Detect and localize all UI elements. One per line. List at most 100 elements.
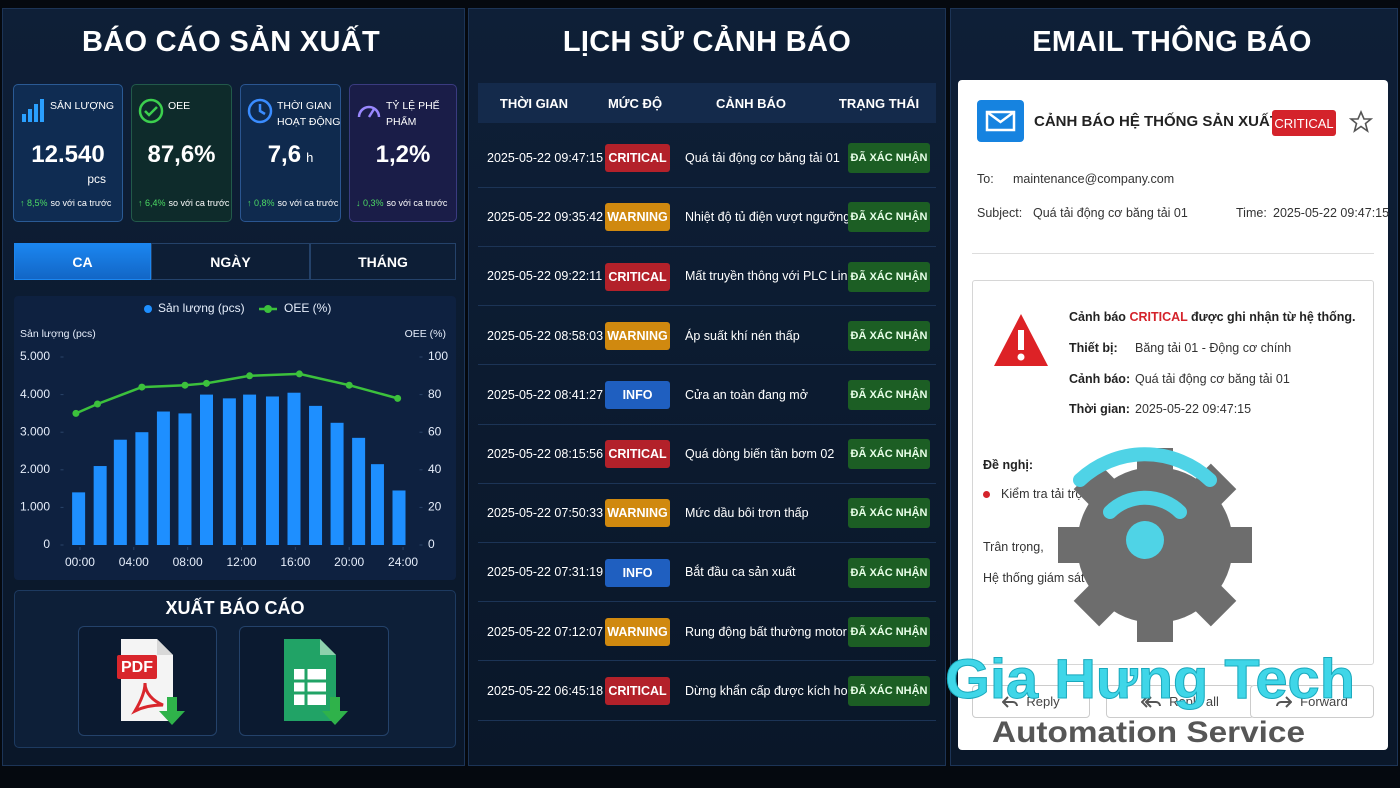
reply-all-icon xyxy=(1141,695,1162,708)
field-label: Thiết bị: xyxy=(1069,341,1118,355)
envelope-flap xyxy=(986,110,1015,124)
alert-message: Quá tải động cơ băng tải 01 xyxy=(685,151,840,166)
alert-time: 2025-05-22 09:35:42 xyxy=(487,210,604,225)
forward-button[interactable]: Forward xyxy=(1250,685,1374,718)
icon-shape xyxy=(357,105,381,118)
alert-status: ĐÃ XÁC NHẬN xyxy=(848,498,930,529)
wifi xyxy=(1073,447,1217,519)
tagline: Automation Service xyxy=(992,716,1305,749)
y2-tick-label: 20 xyxy=(428,500,442,514)
bar xyxy=(287,392,301,545)
kpi-value-row: 7,6 h xyxy=(241,141,340,169)
x-tick-label: 00:00 xyxy=(65,555,95,569)
watermark: Gia Hưng Tech Automation Service xyxy=(945,447,1356,749)
row-divider xyxy=(478,245,936,247)
alert-message: Mức dầu bôi trơn thấp xyxy=(685,506,809,521)
kpi-card: THỜI GIAN HOẠT ĐỘNG 7,6 h ↑ 0,8% so với ca t… xyxy=(240,84,341,222)
icon-shape xyxy=(28,109,32,122)
y2-tick-label: 0 xyxy=(428,537,435,551)
kpi-icon xyxy=(247,98,273,124)
arrow xyxy=(1002,695,1019,708)
kpi-card: SẢN LƯỢNG 12.540 pcs ↑ 8,5% so với ca trước xyxy=(13,84,123,222)
kpi-change: ↓ 0,3% so với ca trước xyxy=(356,198,447,208)
bar xyxy=(330,422,344,545)
intro-level: CRITICAL xyxy=(1129,310,1188,324)
star xyxy=(1349,110,1373,133)
row-divider xyxy=(478,601,936,603)
y2-tick-label: 100 xyxy=(428,349,448,363)
row-divider xyxy=(478,305,936,307)
kpi-change: ↑ 6,4% so với ca trước xyxy=(138,198,229,208)
period-tab[interactable]: NGÀY xyxy=(151,243,310,280)
kpi-icon xyxy=(138,98,164,124)
alert-status: ĐÃ XÁC NHẬN xyxy=(848,439,930,470)
bar xyxy=(392,490,406,545)
bullet xyxy=(983,491,990,498)
reply-icon xyxy=(1002,695,1019,708)
y-tick-label: 0 xyxy=(43,537,50,551)
page-fold xyxy=(157,639,173,655)
reply-button[interactable]: Reply xyxy=(972,685,1090,718)
icon-shape xyxy=(258,104,266,116)
kpi-change-note: so với ca trước xyxy=(168,198,230,208)
column-header: TRẠNG THÁI xyxy=(838,95,920,111)
alert-time: 2025-05-22 07:50:33 xyxy=(487,506,604,521)
gear-tooth xyxy=(1137,612,1173,642)
time: 2025-05-22 09:47:15 xyxy=(1273,206,1390,220)
field-label: Cảnh báo: xyxy=(1069,372,1131,386)
line-point xyxy=(72,409,80,417)
alert-level: CRITICAL xyxy=(605,144,670,173)
alert-time: 2025-05-22 09:22:11 xyxy=(487,269,603,284)
row-divider xyxy=(478,482,936,484)
export-excel-button[interactable] xyxy=(239,626,389,736)
alert-status: ĐÃ XÁC NHẬN xyxy=(848,261,930,292)
pdf-icon: PDF xyxy=(117,639,185,725)
legend-swatch xyxy=(264,305,272,313)
alert-time: 2025-05-22 06:45:18 xyxy=(487,683,604,698)
alert-time: 2025-05-22 08:41:27 xyxy=(487,387,604,402)
page-fold xyxy=(320,639,336,655)
export-pdf-button[interactable]: PDF xyxy=(78,626,217,736)
severity-badge: CRITICAL xyxy=(1272,110,1336,136)
button-label: Forward xyxy=(1300,694,1348,709)
bar xyxy=(370,464,384,545)
line-point xyxy=(93,400,101,408)
warning-dot xyxy=(1017,353,1025,361)
envelope xyxy=(985,110,1016,132)
kpi-label: TỶ LỆ PHẾ PHẨM xyxy=(386,100,440,128)
time-label: Time: xyxy=(1236,206,1267,220)
pdf-label: PDF xyxy=(121,659,153,676)
wifi-arc xyxy=(1073,447,1217,487)
reply-all-button[interactable]: Reply all xyxy=(1106,685,1254,718)
table-header xyxy=(478,83,936,123)
bar xyxy=(200,394,213,545)
bar xyxy=(178,413,192,545)
download-arrow xyxy=(159,697,185,725)
email-body xyxy=(972,280,1374,665)
bar xyxy=(265,396,279,545)
column-header: THỜI GIAN xyxy=(499,95,569,111)
kpi-change-note: so với ca trước xyxy=(386,198,448,208)
period-tab[interactable]: CA xyxy=(14,243,151,280)
alert-status: ĐÃ XÁC NHẬN xyxy=(848,143,930,174)
row-divider xyxy=(478,660,936,662)
kpi-value: 1,2% xyxy=(375,141,431,168)
recommend-label: Đề nghị: xyxy=(983,458,1033,472)
legend-label: Sản lượng (pcs) xyxy=(158,301,245,315)
email-heading: CẢNH BÁO HỆ THỐNG SẢN XUẤT xyxy=(1034,113,1280,130)
kpi-value-row: 12.540 xyxy=(14,141,122,169)
period-tab[interactable]: THÁNG xyxy=(310,243,456,280)
kpi-label: OEE xyxy=(168,100,191,112)
kpi-value-row: 87,6% xyxy=(132,141,231,169)
line-point xyxy=(345,381,353,389)
y-tick-label: 1.000 xyxy=(20,500,50,514)
bar xyxy=(135,432,149,545)
alert-message: Cửa an toàn đang mở xyxy=(685,387,808,402)
kpi-change: ↑ 0,8% so với ca trước xyxy=(247,198,338,208)
panel-title: LỊCH SỬ CẢNH BÁO xyxy=(562,26,852,58)
star-button[interactable] xyxy=(1349,110,1373,134)
brand: Gia Hưng Tech xyxy=(945,647,1355,710)
field-value: Quá tải động cơ băng tải 01 xyxy=(1135,372,1290,386)
arrow xyxy=(1141,695,1162,708)
